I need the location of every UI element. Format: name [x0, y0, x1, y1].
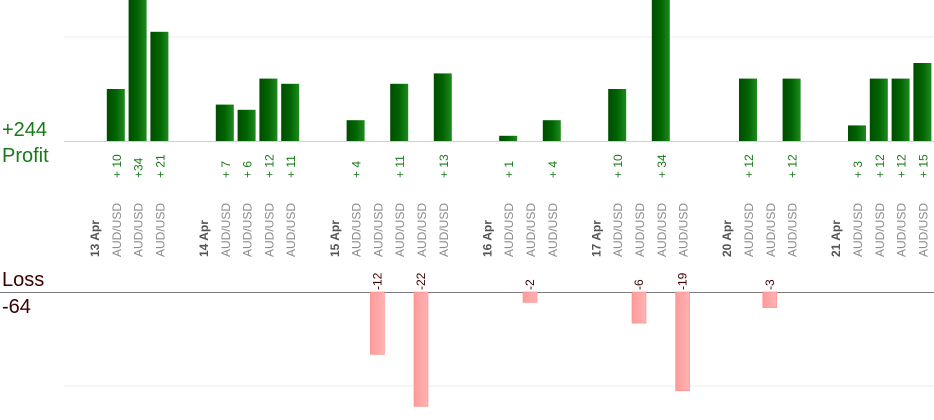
symbol-label: AUD/USD: [677, 203, 691, 257]
date-label: 14 Apr: [197, 220, 211, 257]
loss-bar: [762, 291, 778, 308]
profit-value-label: + 11: [393, 155, 407, 178]
loss-label: Loss: [2, 269, 45, 291]
profit-value-label: + 4: [350, 161, 364, 178]
profit-bar: [891, 78, 910, 141]
symbol-label: AUD/USD: [786, 203, 800, 257]
profit-total: +244: [2, 119, 48, 141]
loss-bar: [522, 291, 538, 303]
profit-bar: [608, 89, 627, 141]
profit-bar: [739, 78, 757, 141]
profit-bar: [390, 83, 409, 141]
symbol-label: AUD/USD: [524, 203, 538, 257]
symbol-label: AUD/USD: [916, 203, 930, 257]
symbol-label: AUD/USD: [633, 203, 647, 257]
profit-bar: [106, 89, 125, 141]
profit-value-label: + 12: [742, 154, 756, 178]
symbol-label: AUD/USD: [393, 203, 407, 257]
profit-value-label: + 3: [851, 161, 865, 178]
symbol-label: AUD/USD: [437, 203, 451, 257]
date-label: 21 Apr: [829, 220, 843, 257]
profit-value-label: + 10: [611, 154, 625, 178]
profit-value-label: + 1: [502, 161, 516, 178]
profit-value-label: + 10: [110, 154, 124, 178]
loss-bar: [675, 291, 690, 392]
profit-bar: [913, 63, 932, 141]
profit-bar: [782, 78, 801, 141]
profit-value-label: + 12: [895, 154, 909, 178]
profit-value-label: + 15: [916, 154, 930, 178]
profit-bar: [651, 0, 670, 141]
symbol-label: AUD/USD: [502, 203, 516, 257]
symbol-label: AUD/USD: [655, 203, 669, 257]
profit-bar: [433, 73, 452, 141]
profit-value-label: + 12: [262, 154, 276, 178]
profit-bar: [848, 125, 866, 141]
profit-bar: [237, 109, 256, 141]
symbol-label: AUD/USD: [153, 203, 167, 257]
symbol-label: AUD/USD: [742, 203, 756, 257]
profit-value-label: +34: [132, 157, 146, 178]
profit-value-label: + 4: [546, 161, 560, 178]
symbol-label: AUD/USD: [611, 203, 625, 257]
symbol-label: AUD/USD: [284, 203, 298, 257]
loss-value-label: -22: [414, 272, 428, 290]
profit-bar: [128, 0, 147, 141]
symbol-label: AUD/USD: [132, 203, 146, 257]
loss-bar: [370, 291, 385, 355]
symbol-label: AUD/USD: [873, 203, 887, 257]
symbol-label: AUD/USD: [350, 203, 364, 257]
profit-bar: [259, 78, 278, 141]
symbol-label: AUD/USD: [219, 203, 233, 257]
symbol-label: AUD/USD: [110, 203, 124, 257]
profit-value-label: + 34: [655, 154, 669, 178]
loss-value-label: -12: [370, 272, 384, 290]
symbol-label: AUD/USD: [546, 203, 560, 257]
profit-bar: [281, 83, 300, 141]
loss-value-label: -2: [523, 279, 537, 290]
date-label: 16 Apr: [480, 220, 494, 257]
profit-bar: [499, 135, 518, 141]
profit-value-label: + 7: [219, 161, 233, 178]
profit-value-label: + 6: [241, 161, 255, 178]
profit-label: Profit: [2, 145, 49, 167]
profit-value-label: + 12: [873, 154, 887, 178]
symbol-label: AUD/USD: [895, 203, 909, 257]
symbol-label: AUD/USD: [371, 203, 385, 257]
profit-bar: [869, 78, 888, 141]
loss-total: -64: [2, 296, 31, 318]
symbol-label: AUD/USD: [764, 203, 778, 257]
loss-value-label: -3: [763, 279, 777, 290]
loss-value-label: -19: [676, 272, 690, 290]
date-label: 20 Apr: [720, 220, 734, 257]
profit-bar: [346, 120, 365, 141]
loss-value-label: -6: [632, 279, 646, 290]
profit-value-label: + 11: [284, 155, 298, 178]
date-label: 17 Apr: [589, 220, 603, 257]
symbol-label: AUD/USD: [262, 203, 276, 257]
date-label: 13 Apr: [88, 220, 102, 257]
loss-bar: [413, 291, 429, 407]
loss-bar: [631, 291, 647, 324]
date-label: 15 Apr: [328, 220, 342, 257]
profit-value-label: + 13: [437, 154, 451, 178]
profit-value-label: + 21: [153, 154, 167, 178]
symbol-label: AUD/USD: [851, 203, 865, 257]
symbol-label: AUD/USD: [415, 203, 429, 257]
profit-bar: [150, 31, 169, 141]
profit-value-label: + 12: [786, 154, 800, 178]
symbol-label: AUD/USD: [241, 203, 255, 257]
profit-bar: [215, 104, 234, 141]
profit-bar: [542, 120, 561, 141]
